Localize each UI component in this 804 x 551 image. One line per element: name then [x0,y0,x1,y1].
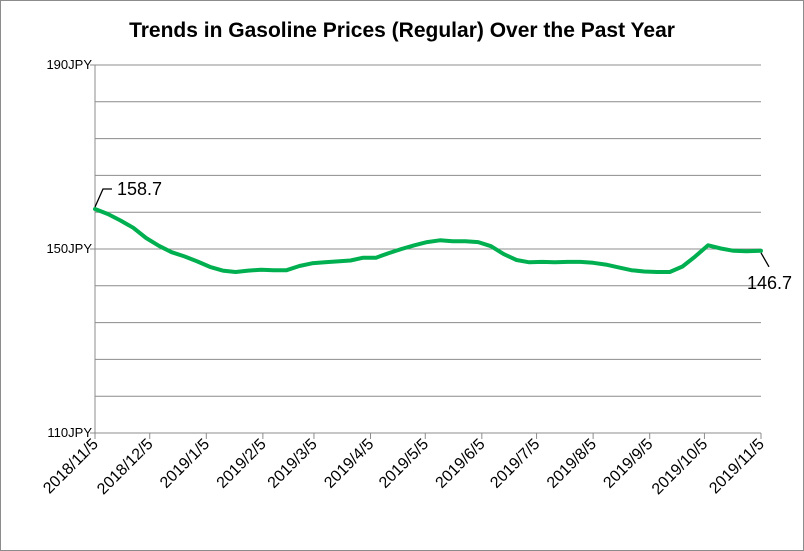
chart-title: Trends in Gasoline Prices (Regular) Over… [129,19,675,42]
data-label-leader [760,252,770,268]
y-tick-label: 190JPY [46,57,92,72]
x-tick-label: 2019/7/5 [487,436,543,492]
x-tick-label: 2019/8/5 [544,436,600,492]
x-tick-label: 2019/1/5 [157,436,213,492]
x-tick-label: 2019/5/5 [376,436,432,492]
y-tick-label: 150JPY [46,241,92,256]
x-tick-label: 2019/10/5 [649,436,711,498]
x-tick-label: 2019/9/5 [600,436,656,492]
x-tick-label: 2019/3/5 [265,436,321,492]
x-tick-label: 2018/12/5 [94,436,156,498]
y-tick-label: 110JPY [47,425,92,440]
x-tick-label: 2019/2/5 [214,436,270,492]
data-label-last: 146.7 [747,273,792,293]
x-tick-label: 2018/11/5 [40,436,102,498]
data-label-leader [94,188,112,208]
x-tick-label: 2019/6/5 [433,436,489,492]
x-tick-label: 2019/4/5 [321,436,377,492]
x-tick-label: 2019/11/5 [706,436,768,498]
price-series-line [93,207,763,274]
data-label-first: 158.7 [117,179,162,199]
